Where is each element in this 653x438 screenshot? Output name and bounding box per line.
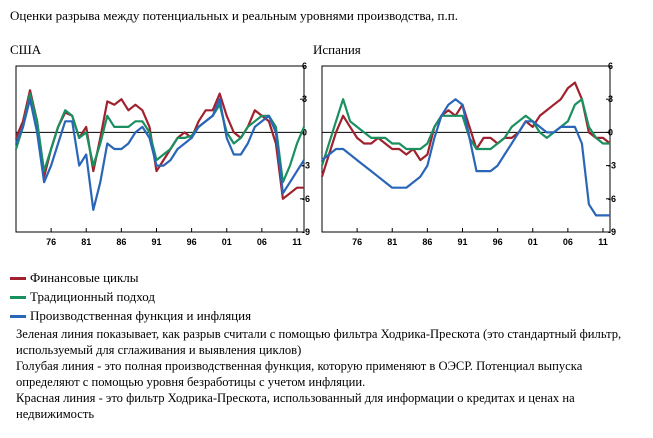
usa-x-tick-label: 76 [46, 237, 56, 247]
spain-y-tick-label: 0 [608, 127, 613, 137]
spain-y-tick-label: -3 [608, 161, 616, 171]
legend-item-production-function: Производственная функция и инфляция [10, 306, 251, 325]
usa-x-tick-label: 01 [222, 237, 232, 247]
note-red-line: Красная линия - это фильтр Ходрика-Преск… [16, 391, 575, 421]
spain-y-tick-label: 3 [608, 94, 613, 104]
spain-x-tick-label: 01 [528, 237, 538, 247]
usa-x-tick-label: 06 [257, 237, 267, 247]
chart-title: Оценки разрыва между потенциальных и реа… [10, 8, 458, 23]
legend-label: Финансовые циклы [30, 270, 139, 285]
spain-y-tick-label: -9 [608, 227, 616, 237]
spain-x-tick-label: 06 [563, 237, 573, 247]
note-blue-line: Голубая линия - это полная производствен… [16, 359, 583, 389]
usa-x-tick-label: 11 [292, 237, 302, 247]
legend-label: Традиционный подход [30, 289, 155, 304]
spain-x-tick-label: 76 [352, 237, 362, 247]
spain-y-tick-label: 6 [608, 61, 613, 71]
spain-x-tick-label: 81 [387, 237, 397, 247]
spain-y-tick-label: -6 [608, 194, 616, 204]
spain-series-line-2 [321, 98, 610, 217]
usa-plot-frame [15, 65, 305, 233]
usa-panel-title: США [10, 42, 42, 57]
usa-y-tick-label: -6 [302, 194, 310, 204]
usa-series-line-0 [14, 89, 304, 200]
usa-y-tick-label: -3 [302, 161, 310, 171]
legend: Финансовые циклы Традиционный подход Про… [10, 268, 251, 325]
legend-swatch-green [10, 296, 26, 299]
usa-y-tick-label: 6 [302, 61, 307, 71]
usa-x-tick-label: 81 [81, 237, 91, 247]
legend-swatch-red [10, 277, 26, 280]
spain-x-tick-label: 96 [493, 237, 503, 247]
usa-y-tick-label: 3 [302, 94, 307, 104]
usa-x-tick-label: 86 [116, 237, 126, 247]
usa-y-tick-label: 0 [302, 127, 307, 137]
notes: Зеленая линия показывает, как разрыв счи… [16, 326, 646, 422]
usa-series-line-2 [14, 98, 305, 211]
usa-x-tick-label: 96 [187, 237, 197, 247]
spain-x-tick-label: 91 [457, 237, 467, 247]
spain-series-line-0 [320, 81, 611, 178]
legend-label: Производственная функция и инфляция [30, 308, 252, 323]
legend-swatch-blue [10, 315, 26, 318]
spain-x-tick-label: 11 [598, 237, 608, 247]
legend-item-traditional: Традиционный подход [10, 287, 251, 306]
usa-y-tick-label: -9 [302, 227, 310, 237]
charts-canvas: 6 3 0 -3 -6 -9 76 81 86 91 96 01 06 11 6 3 0 -3 -6 -9 76 81 86… [14, 61, 616, 247]
legend-item-financial-cycles: Финансовые циклы [10, 268, 251, 287]
usa-x-tick-label: 91 [151, 237, 161, 247]
note-green-line: Зеленая линия показывает, как разрыв счи… [16, 327, 622, 357]
usa-series-line-1 [14, 92, 306, 184]
spain-panel-title: Испания [313, 42, 361, 57]
spain-plot-frame [321, 65, 611, 233]
spain-x-tick-label: 86 [422, 237, 432, 247]
